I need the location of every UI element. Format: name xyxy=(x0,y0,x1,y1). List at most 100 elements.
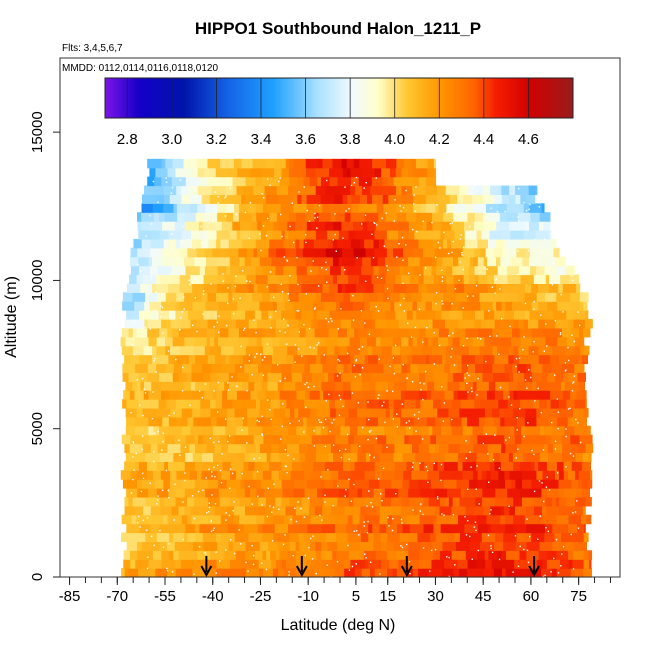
heatmap-cell xyxy=(391,479,403,489)
heatmap-cell xyxy=(551,363,563,373)
heatmap-cell xyxy=(318,212,332,222)
colorbar-segment xyxy=(347,78,350,118)
heatmap-cell xyxy=(162,416,170,427)
sample-point xyxy=(487,453,489,455)
heatmap-cell xyxy=(342,381,352,391)
heatmap-cell xyxy=(382,185,397,196)
sample-point xyxy=(227,389,230,391)
heatmap-cell xyxy=(345,283,357,293)
heatmap-cell xyxy=(210,407,221,418)
sample-point xyxy=(338,414,341,417)
sample-point xyxy=(253,319,255,321)
heatmap-cell xyxy=(407,265,414,276)
heatmap-cell xyxy=(351,203,360,213)
heatmap-cell xyxy=(231,301,238,311)
heatmap-cell xyxy=(169,550,174,560)
heatmap-cell xyxy=(325,336,338,347)
heatmap-cell xyxy=(377,292,384,302)
heatmap-cell xyxy=(459,381,466,391)
sample-point xyxy=(202,293,205,295)
heatmap-cell xyxy=(577,523,585,534)
sample-point xyxy=(197,490,200,493)
heatmap-cell xyxy=(367,336,377,347)
sample-point xyxy=(273,483,275,485)
sample-point xyxy=(544,238,546,241)
heatmap-cell xyxy=(365,247,376,258)
sample-point xyxy=(142,519,144,521)
heatmap-cell xyxy=(516,372,525,382)
heatmap-cell xyxy=(461,416,468,427)
heatmap-cell xyxy=(546,399,552,409)
heatmap-cell xyxy=(192,283,205,293)
heatmap-cell xyxy=(126,541,138,551)
heatmap-cell xyxy=(438,327,450,338)
heatmap-cell xyxy=(487,256,497,267)
heatmap-cell xyxy=(434,381,449,391)
heatmap-cell xyxy=(304,488,318,498)
heatmap-cell xyxy=(150,523,161,534)
heatmap-cell xyxy=(576,390,587,400)
heatmap-cell xyxy=(425,327,440,338)
heatmap-cell xyxy=(571,416,579,427)
heatmap-cell xyxy=(372,523,380,534)
sample-point xyxy=(303,431,305,433)
heatmap-cell xyxy=(229,354,240,365)
heatmap-cell xyxy=(311,434,323,445)
heatmap-cell xyxy=(379,399,390,409)
heatmap-cell xyxy=(321,381,336,391)
flight-boundary-arrow xyxy=(200,556,213,578)
heatmap-cell xyxy=(183,505,192,516)
heatmap-cell xyxy=(292,514,299,525)
sample-point xyxy=(519,408,521,410)
heatmap-cell xyxy=(501,488,508,498)
sample-point xyxy=(573,375,576,377)
heatmap-cell xyxy=(394,381,401,391)
heatmap-cell xyxy=(253,185,266,196)
heatmap-cell xyxy=(376,301,392,311)
sample-point xyxy=(313,430,315,432)
heatmap-cell xyxy=(124,505,136,516)
heatmap-cell xyxy=(495,488,503,498)
sample-point xyxy=(565,266,567,268)
sample-point xyxy=(477,377,479,380)
colorbar-segment xyxy=(449,78,452,118)
colorbar-segment xyxy=(237,78,240,118)
heatmap-cell xyxy=(501,336,512,347)
heatmap-cell xyxy=(481,318,496,329)
sample-point xyxy=(554,320,556,322)
heatmap-cell xyxy=(170,470,178,480)
heatmap-cell xyxy=(578,381,586,391)
sample-point xyxy=(133,469,135,471)
sample-point xyxy=(368,490,370,492)
sample-point xyxy=(440,479,442,482)
heatmap-cell xyxy=(388,354,394,365)
sample-point xyxy=(230,539,232,541)
heatmap-cell xyxy=(531,301,539,311)
colorbar-segment xyxy=(233,78,236,118)
sample-point xyxy=(139,404,141,406)
heatmap-cell xyxy=(252,292,263,302)
heatmap-cell xyxy=(456,479,470,489)
heatmap-cell xyxy=(494,416,501,427)
heatmap-cell xyxy=(311,345,319,356)
heatmap-cell xyxy=(489,461,496,471)
colorbar-segment xyxy=(351,78,354,118)
heatmap-cell xyxy=(578,416,583,427)
sample-point xyxy=(200,225,202,228)
sample-point xyxy=(451,222,453,224)
heatmap-cell xyxy=(519,203,525,213)
sample-point xyxy=(387,516,389,519)
sample-point xyxy=(304,554,306,557)
sample-point xyxy=(392,418,394,420)
heatmap-cell xyxy=(228,327,236,338)
heatmap-cell xyxy=(474,274,479,284)
heatmap-cell xyxy=(162,310,170,320)
heatmap-cell xyxy=(148,434,158,445)
colorbar-segment xyxy=(265,78,268,118)
heatmap-cell xyxy=(383,292,391,302)
sample-point xyxy=(309,346,311,349)
heatmap-cell xyxy=(284,230,290,240)
sample-point xyxy=(384,421,386,424)
heatmap-cell xyxy=(507,399,521,409)
colorbar-segment xyxy=(339,78,342,118)
